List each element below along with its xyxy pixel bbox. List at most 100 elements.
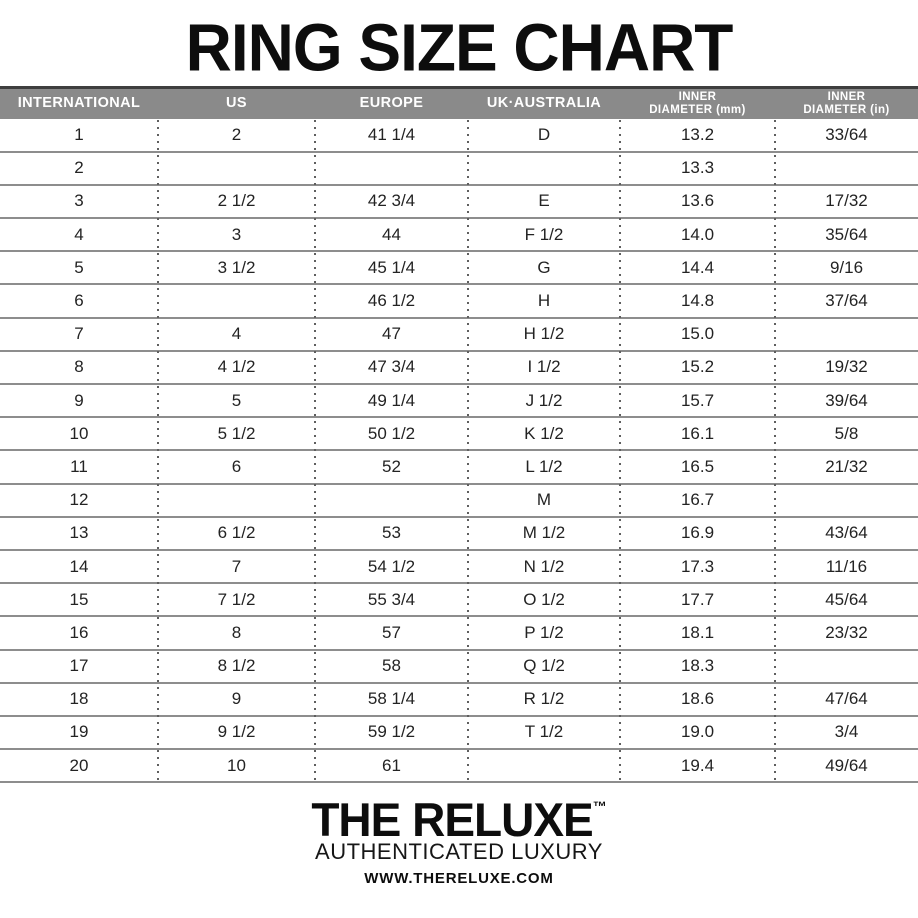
table-row: 7 4 47 H 1/2 15.0 — [0, 317, 918, 352]
table-cell — [468, 151, 620, 186]
table-cell: 46 1/2 — [315, 284, 468, 319]
column-header-international: INTERNATIONAL — [0, 86, 158, 119]
table-cell: 55 3/4 — [315, 583, 468, 618]
table-cell: 16.1 — [620, 417, 775, 452]
column-header-label: DIAMETER (mm) — [649, 103, 746, 116]
table-cell: R 1/2 — [468, 682, 620, 717]
trademark-symbol: ™ — [592, 798, 607, 815]
table-row: 13 6 1/2 53 M 1/2 16.9 43/64 — [0, 516, 918, 551]
table-cell: 5/8 — [775, 417, 918, 452]
table-header-row: INTERNATIONAL US EUROPE UK·AUSTRALIA INN… — [0, 86, 918, 119]
table-cell: 49 1/4 — [315, 384, 468, 419]
table-cell — [158, 483, 315, 518]
table-cell: N 1/2 — [468, 549, 620, 585]
page-title: RING SIZE CHART — [185, 10, 734, 86]
table-cell: 13 — [0, 516, 158, 551]
brand-name: THE RELUXE — [311, 793, 593, 847]
table-cell: 2 — [158, 118, 315, 153]
table-cell: 7 1/2 — [158, 583, 315, 618]
column-header-inner-diameter-in: INNER DIAMETER (in) — [775, 86, 918, 119]
table-cell: 54 1/2 — [315, 549, 468, 585]
table-cell: 7 — [0, 317, 158, 352]
table-cell: 17.3 — [620, 549, 775, 585]
table-cell: 15.7 — [620, 384, 775, 419]
table-cell: M 1/2 — [468, 516, 620, 551]
column-header-inner-diameter-mm: INNER DIAMETER (mm) — [620, 86, 775, 119]
table-row: 11 6 52 L 1/2 16.5 21/32 — [0, 450, 918, 485]
table-cell: 8 — [158, 616, 315, 651]
column-header-label: UK·AUSTRALIA — [486, 94, 602, 111]
table-cell — [468, 749, 620, 784]
table-cell: 9/16 — [775, 251, 918, 286]
column-header-us: US — [158, 86, 315, 119]
table-row: 18 9 58 1/4 R 1/2 18.6 47/64 — [0, 682, 918, 717]
table-cell: 2 1/2 — [158, 184, 315, 220]
table-cell: 8 — [0, 350, 158, 386]
column-header-label: INTERNATIONAL — [17, 94, 141, 111]
table-cell: 13.2 — [620, 118, 775, 153]
table-cell: 58 — [315, 649, 468, 684]
column-header-europe: EUROPE — [315, 86, 468, 119]
column-header-uk-australia: UK·AUSTRALIA — [468, 86, 620, 119]
table-cell: I 1/2 — [468, 350, 620, 386]
table-cell: F 1/2 — [468, 218, 620, 253]
footer: THE RELUXE™ AUTHENTICATED LUXURY WWW.THE… — [0, 786, 918, 887]
table-cell: 47 3/4 — [315, 350, 468, 386]
table-cell: 44 — [315, 218, 468, 253]
table-cell: 14.8 — [620, 284, 775, 319]
table-cell: 17.7 — [620, 583, 775, 618]
table-row: 4 3 44 F 1/2 14.0 35/64 — [0, 218, 918, 253]
table-cell: 41 1/4 — [315, 118, 468, 153]
table-cell — [315, 483, 468, 518]
table-cell: 47 — [315, 317, 468, 352]
table-cell: 18 — [0, 682, 158, 717]
table-cell: 18.3 — [620, 649, 775, 684]
table-cell: G — [468, 251, 620, 286]
table-cell: 9 — [0, 384, 158, 419]
table-cell: 17 — [0, 649, 158, 684]
table-cell: 7 — [158, 549, 315, 585]
table-cell: 33/64 — [775, 118, 918, 153]
table-cell: 9 — [158, 682, 315, 717]
table-cell: 58 1/4 — [315, 682, 468, 717]
table-cell: 18.1 — [620, 616, 775, 651]
table-cell: 19 — [0, 715, 158, 751]
table-cell: H — [468, 284, 620, 319]
brand-tagline: AUTHENTICATED LUXURY — [315, 839, 603, 865]
table-cell: 16.7 — [620, 483, 775, 518]
table-cell — [775, 317, 918, 352]
table-cell: 17/32 — [775, 184, 918, 220]
table-cell: L 1/2 — [468, 450, 620, 485]
table-cell: 16 — [0, 616, 158, 651]
table-cell — [158, 284, 315, 319]
table-cell: D — [468, 118, 620, 153]
column-header-label: EUROPE — [359, 94, 424, 111]
table-cell: 16.9 — [620, 516, 775, 551]
table-row: 15 7 1/2 55 3/4 O 1/2 17.7 45/64 — [0, 583, 918, 618]
table-cell: 10 — [158, 749, 315, 784]
table-cell: 49/64 — [775, 749, 918, 784]
column-header-label: INNER — [678, 91, 717, 104]
table-cell: 15.0 — [620, 317, 775, 352]
table-cell: 20 — [0, 749, 158, 784]
table-row: 9 5 49 1/4 J 1/2 15.7 39/64 — [0, 384, 918, 419]
table-cell: 19.4 — [620, 749, 775, 784]
table-cell: 10 — [0, 417, 158, 452]
table-cell: 13.3 — [620, 151, 775, 186]
size-table-body: 1 2 41 1/4 D 13.2 33/64 2 13.3 3 2 1/2 42 3/4 E 13.6… — [0, 118, 918, 784]
table-cell: 11 — [0, 450, 158, 485]
table-cell: 3 — [158, 218, 315, 253]
table-cell — [775, 483, 918, 518]
ring-size-table: INTERNATIONAL US EUROPE UK·AUSTRALIA INN… — [0, 86, 918, 784]
table-cell: 4 — [158, 317, 315, 352]
table-cell: 23/32 — [775, 616, 918, 651]
table-row: 14 7 54 1/2 N 1/2 17.3 11/16 — [0, 549, 918, 585]
table-cell: K 1/2 — [468, 417, 620, 452]
table-cell: 11/16 — [775, 549, 918, 585]
table-row: 12 M 16.7 — [0, 483, 918, 518]
table-cell: 1 — [0, 118, 158, 153]
table-cell: 14.4 — [620, 251, 775, 286]
